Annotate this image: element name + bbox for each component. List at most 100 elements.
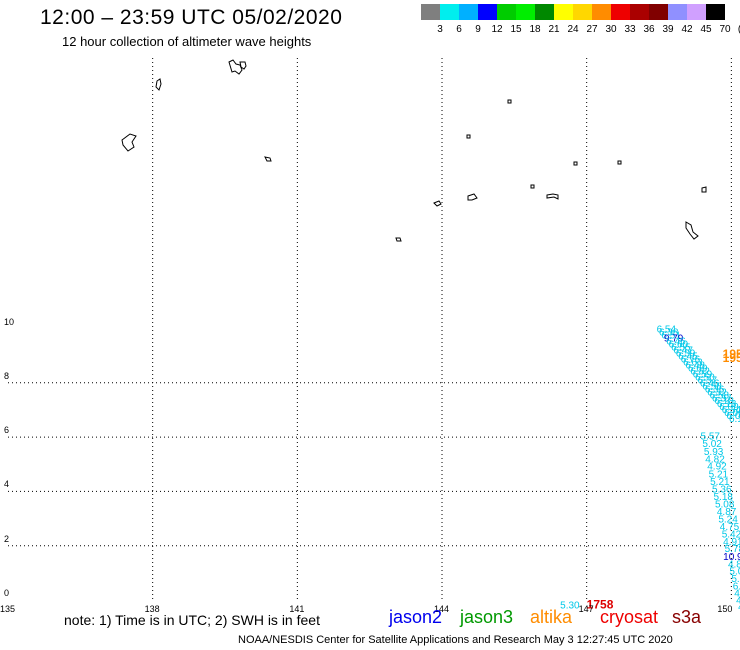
swh-value: 6.51 [661,331,681,342]
swh-value: 4.91 [723,537,740,548]
color-scale-label: 39 [662,24,674,35]
swh-value: 6.47 [673,345,693,356]
island [466,134,471,139]
island [573,161,578,166]
swh-value: 5.78 [725,544,740,555]
map-subtitle: 12 hour collection of altimeter wave hei… [62,34,312,49]
island [507,99,512,104]
y-tick-label: 2 [4,533,10,544]
swh-value: 6.46 [700,378,720,389]
swh-value: 4.6 [738,602,740,613]
color-swatch [611,4,630,20]
swh-value: 4.60 [734,588,740,599]
color-swatch [516,4,535,20]
swh-value: 5.21 [710,477,730,488]
swh-value: 6.38 [659,328,679,339]
swh-value: 6.60 [669,340,689,351]
swh-value: 6.12 [729,414,740,425]
color-swatch [535,4,554,20]
color-scale-label: 24 [567,24,579,35]
swh-value: 5.08 [729,566,740,577]
swh-value: 6.55 [671,342,691,353]
swh-value: 6.48 [686,360,706,371]
satellite-cryosat: cryosat [600,607,659,627]
swh-value: 6.06 [724,408,740,419]
swh-value: 6.59 [693,369,713,380]
swh-value: 5.18 [714,492,734,503]
swh-value: 4.84 [728,559,740,570]
swh-value: 6.45 [733,582,740,593]
color-scale-label: 3 [437,24,443,35]
color-scale-label: 33 [624,24,636,35]
y-tick-label: 10 [4,316,15,327]
swh-value: 5.36 [712,484,732,495]
swh-value: 6.58 [710,390,730,401]
color-swatch [459,4,478,20]
y-tick-label: 6 [4,425,10,436]
swh-value: 6.58 [702,381,722,392]
swh-value: 6.32 [707,387,727,398]
island [121,133,137,152]
swh-value: 6.54 [657,325,677,336]
island [617,160,622,165]
swh-value: 6.82 [690,366,710,377]
island [395,237,402,242]
island [228,59,243,75]
swh-value: 4.75 [720,522,740,533]
satellite-jason3: jason3 [460,607,514,627]
swh-value: 6.76 [681,354,701,365]
swh-value: 5.21 [709,470,729,481]
swh-value: 6.63 [683,357,703,368]
color-scale-label: 9 [475,24,481,35]
color-swatch [592,4,611,20]
color-scale-label: 30 [605,24,617,35]
swh-value: 6.36 [705,384,725,395]
color-scale-label: 27 [586,24,598,35]
color-swatch [706,4,725,20]
color-swatch [554,4,573,20]
x-tick-label: 147 [578,604,594,614]
swh-value: 6.09 [719,402,739,413]
swh-value: 5.42 [722,530,740,541]
swh-value: 6.50 [695,372,715,383]
swh-value: 5.08 [715,499,735,510]
color-scale-label: (ft) [734,24,740,35]
island-outlines [121,59,707,242]
island [530,184,535,189]
color-scale-label: 70 [719,24,731,35]
swh-value: 6.13 [717,399,737,410]
island [685,221,699,240]
swh-value: 6.37 [712,393,732,404]
color-swatch [497,4,516,20]
island [546,193,559,200]
satellite-altika: altika [530,607,573,627]
swh-value: 9.79 [664,334,684,345]
island [467,193,478,201]
map-title: 12:00 – 23:59 UTC 05/02/2020 [40,6,343,29]
island [264,156,272,162]
swh-value: 5.50 [731,574,740,585]
swh-value: 6.45 [678,351,698,362]
credit-line: NOAA/NESDIS Center for Satellite Applica… [238,634,673,646]
swh-value: 6.37 [698,375,718,386]
swh-value: 6.39 [676,348,696,359]
swh-value: 6.34 [722,405,740,416]
color-swatch [687,4,706,20]
swh-value: 4.87 [717,507,737,518]
island [239,61,247,70]
island [155,78,162,91]
color-scale-label: 15 [510,24,522,35]
swh-value: 5.24 [718,515,738,526]
x-tick-label: 150 [717,604,733,614]
x-tick-label: 141 [289,604,305,614]
color-scale-label: 42 [681,24,693,35]
color-swatch [573,4,592,20]
color-swatch [478,4,497,20]
swh-value: 6.69 [688,363,708,374]
swh-value: 5.30 [560,601,580,612]
swh-value: 10.95 [723,552,740,563]
map-grid [8,58,740,600]
swh-labels: 6.546.386.519.796.466.606.556.476.396.45… [560,325,740,613]
color-scale-label: 45 [700,24,712,35]
color-scale-label: 18 [529,24,541,35]
